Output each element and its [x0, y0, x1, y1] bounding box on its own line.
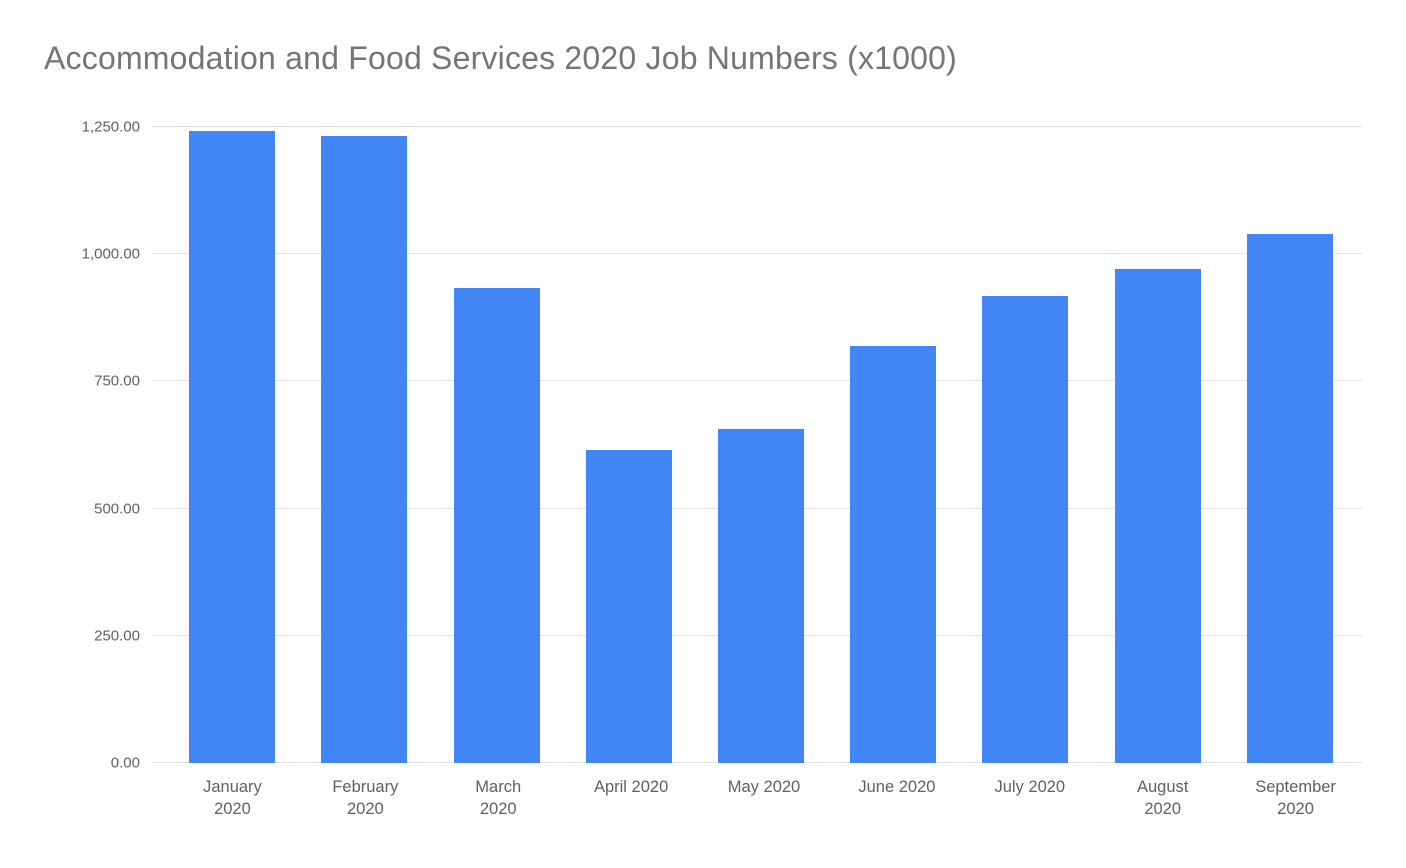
bar-august-2020: [1114, 269, 1201, 763]
x-axis: January 2020 February 2020 March 2020 April 20…: [166, 776, 1362, 821]
y-axis: 0.00 250.00 500.00 750.00 1,000.00 1,250.00: [0, 119, 140, 772]
bar-slot: [827, 127, 959, 763]
plot-area: [152, 126, 1362, 763]
bar-series: [166, 127, 1356, 763]
y-axis-tick-label: 1,250.00: [81, 118, 140, 136]
bar-march-2020: [453, 287, 540, 763]
bar-january-2020: [189, 130, 276, 763]
x-axis-label: August 2020: [1136, 778, 1189, 819]
bar-slot: [563, 127, 695, 763]
x-axis-label: April 2020: [593, 778, 669, 796]
bar-slot: [1092, 127, 1224, 763]
x-axis-label: July 2020: [994, 778, 1066, 796]
gridline: [152, 253, 1362, 255]
x-axis-label: March 2020: [475, 778, 522, 819]
bar-slot: [298, 127, 430, 763]
bar-september-2020: [1246, 233, 1333, 763]
bar-slot: [695, 127, 827, 763]
x-axis-label: June 2020: [858, 778, 936, 796]
x-axis-label: February 2020: [332, 778, 399, 819]
y-axis-tick-label: 250.00: [94, 627, 140, 645]
bar-july-2020: [982, 296, 1069, 763]
gridline: [152, 380, 1362, 382]
bar-may-2020: [717, 428, 804, 763]
bar-slot: [1224, 127, 1356, 763]
bar-slot: [430, 127, 562, 763]
y-axis-tick-label: 500.00: [94, 500, 140, 518]
y-axis-tick-label: 0.00: [110, 754, 140, 772]
x-axis-label: May 2020: [727, 778, 801, 796]
x-axis-label: September 2020: [1255, 778, 1336, 819]
x-axis-label: January 2020: [203, 778, 262, 819]
bar-june-2020: [850, 345, 937, 763]
bar-april-2020: [585, 449, 672, 763]
bar-slot: [166, 127, 298, 763]
y-axis-tick-label: 750.00: [94, 372, 140, 390]
bar-february-2020: [321, 136, 408, 763]
y-axis-tick-label: 1,000.00: [81, 245, 140, 263]
bar-slot: [959, 127, 1091, 763]
chart-title: Accommodation and Food Services 2020 Job…: [44, 40, 957, 76]
gridline: [152, 126, 1362, 127]
